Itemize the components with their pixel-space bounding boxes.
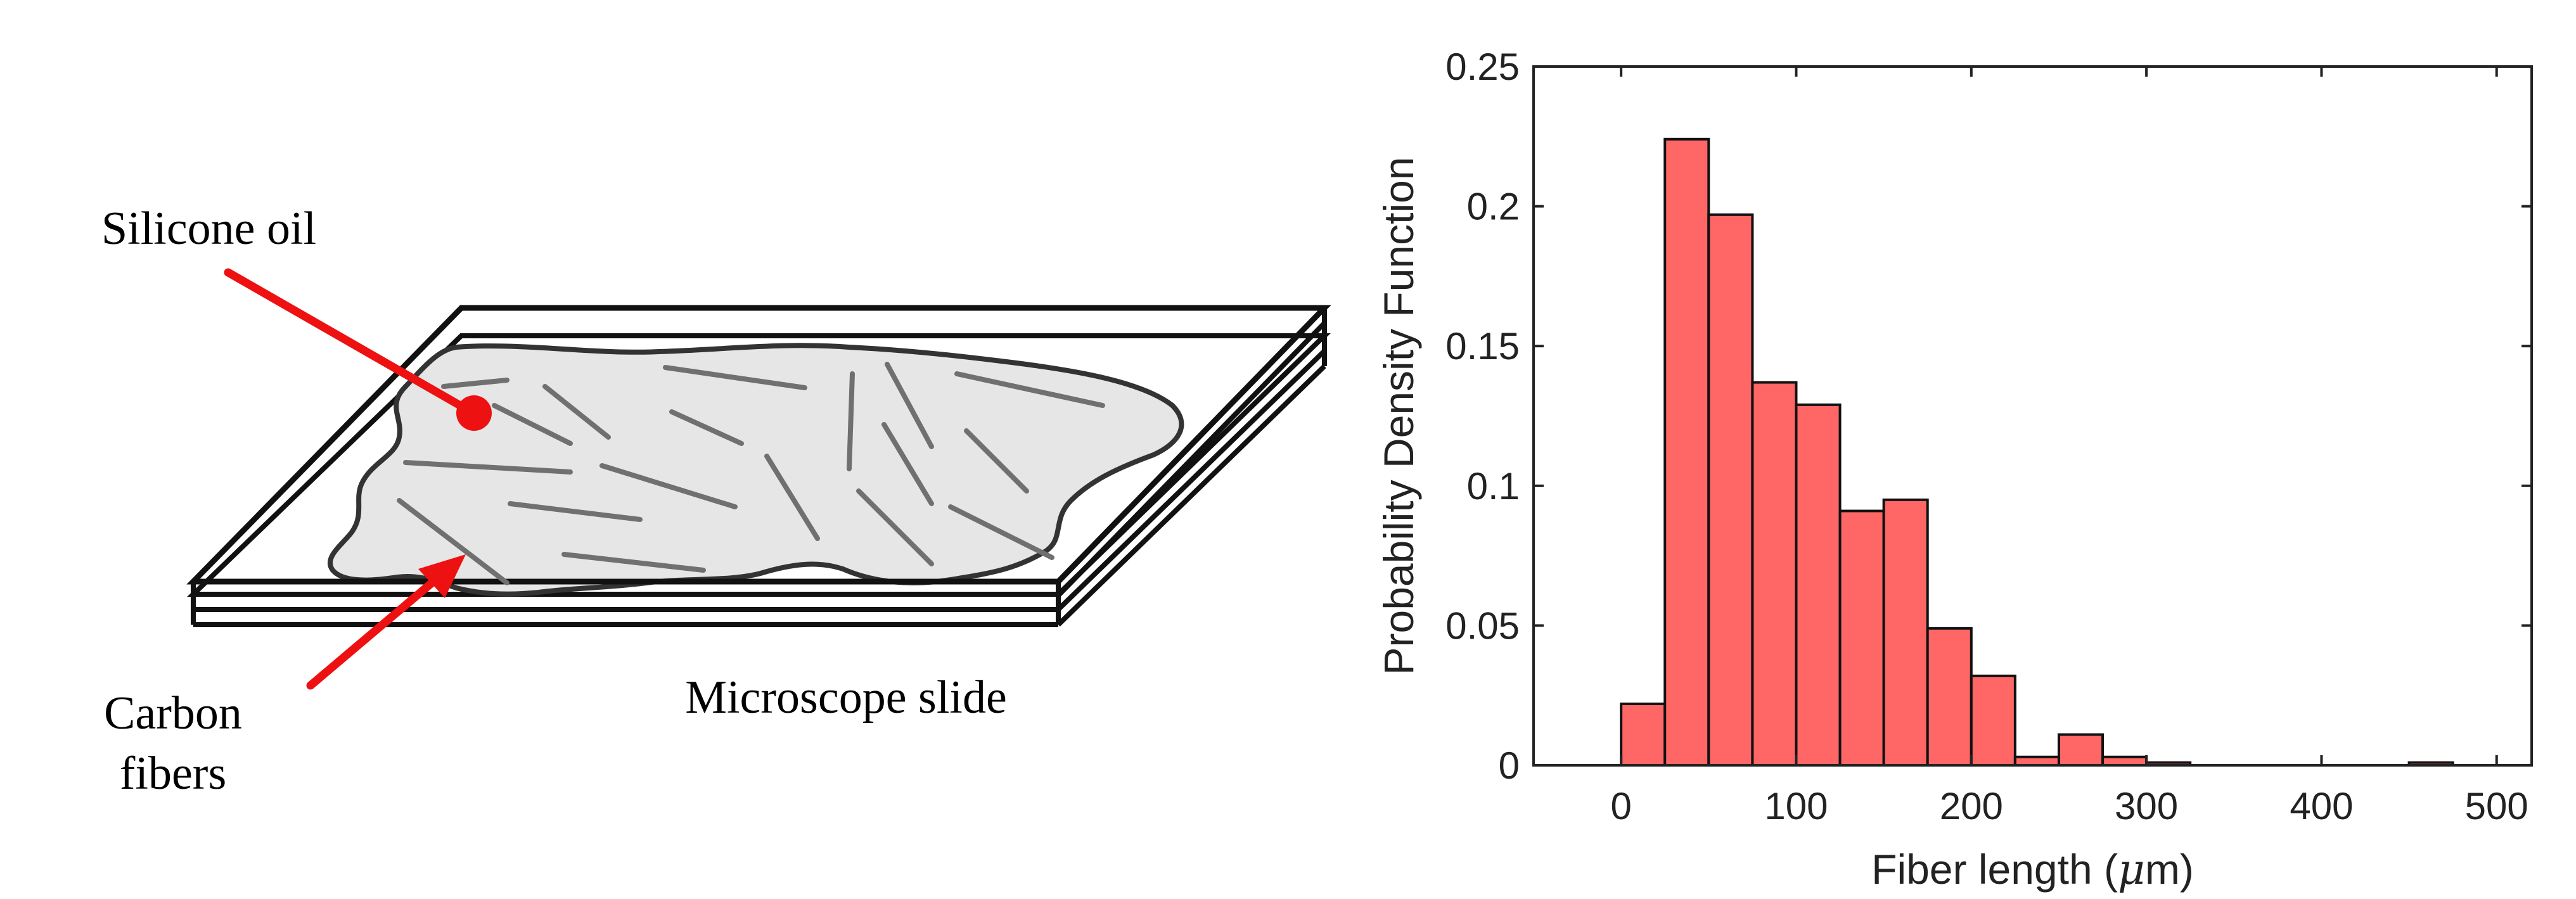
histogram-bar [1751, 381, 1798, 767]
axis-ticks [1534, 65, 2532, 767]
x-tick-labels: 0 100 200 300 400 500 [1610, 785, 2528, 827]
x-tick-label: 0 [1610, 785, 1631, 827]
carbon-fibers [397, 362, 1105, 585]
histogram-bar [1926, 627, 1973, 767]
carbon-fibers-arrow [306, 554, 466, 690]
y-tick-label: 0.25 [1445, 46, 1520, 88]
silicone-oil-label: Silicone oil [101, 203, 316, 255]
histogram-bar [1970, 674, 2016, 767]
x-tick-label: 400 [2290, 785, 2353, 827]
histogram-bar [1707, 213, 1754, 767]
silicone-oil-arrow [224, 268, 492, 431]
histogram-bar [1838, 509, 1885, 767]
y-axis-label: Probability Density Function [1375, 156, 1422, 675]
histogram-bar [1663, 137, 1710, 767]
cover-glass [186, 305, 1331, 597]
x-tick-label: 500 [2465, 785, 2528, 827]
microscope-slide-label: Microscope slide [685, 672, 1007, 724]
fiber-length-histogram: 0 100 200 300 400 500 0 0.05 0.1 0.15 0.2 0.25 Fib… [1375, 46, 2533, 894]
silicone-oil-blob [327, 343, 1184, 597]
histogram-bar [2057, 733, 2105, 767]
x-tick-label: 200 [1940, 785, 2003, 827]
x-tick-label: 300 [2115, 785, 2178, 827]
x-tick-label: 100 [1764, 785, 1828, 827]
histogram-bar [1795, 403, 1842, 767]
y-tick-labels: 0 0.05 0.1 0.15 0.2 0.25 [1445, 46, 1520, 787]
carbon-fibers-label-line1: Carbon [104, 687, 242, 739]
y-tick-label: 0.1 [1467, 465, 1520, 507]
sample-schematic: Silicone oil Carbon fibers Microscope sl… [101, 203, 1331, 800]
plot-frame [1532, 65, 2533, 767]
y-tick-label: 0.15 [1445, 325, 1520, 367]
y-tick-label: 0.05 [1445, 604, 1520, 647]
x-axis-label: Fiber length (μm) [1871, 845, 2194, 894]
histogram-bar [1882, 498, 1929, 767]
y-tick-label: 0 [1499, 744, 1520, 787]
histogram-bars [1620, 137, 2454, 767]
y-tick-label: 0.2 [1467, 186, 1520, 228]
carbon-fibers-label-line2: fibers [120, 748, 227, 800]
histogram-bar [1620, 702, 1667, 767]
